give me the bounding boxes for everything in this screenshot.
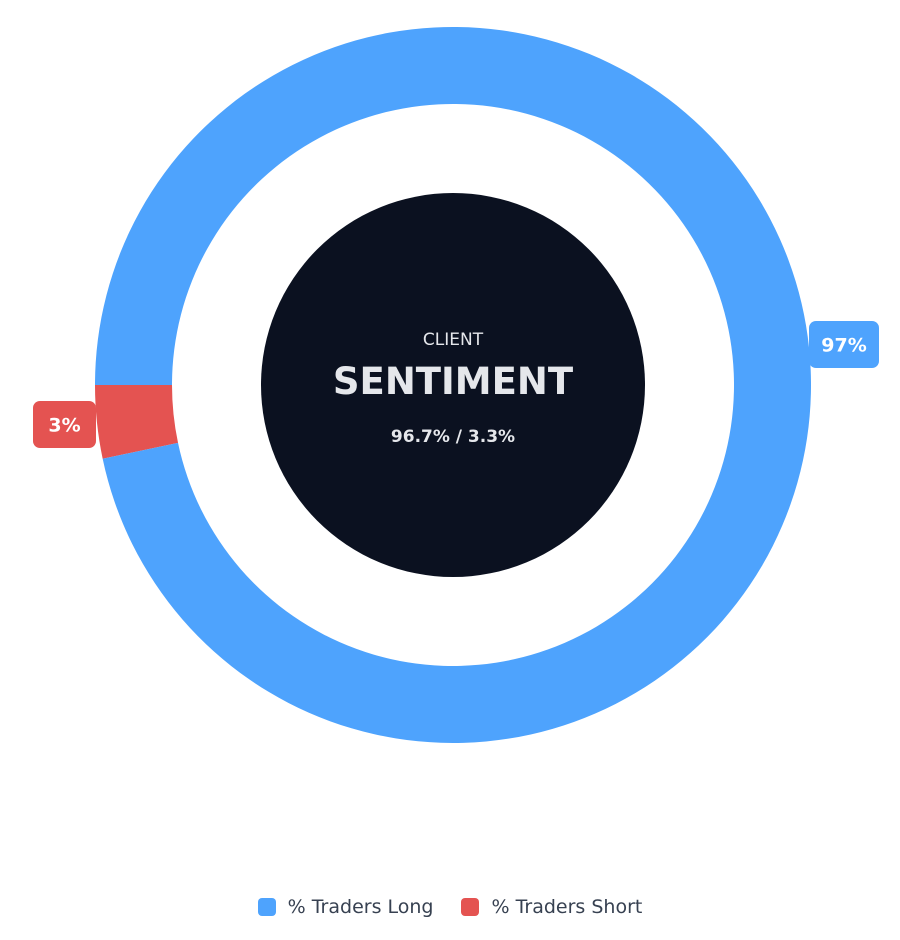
center-title: SENTIMENT [333,360,574,403]
center-detail: 96.7% / 3.3% [391,427,515,447]
legend-label-long: % Traders Long [287,896,434,918]
data-label-short-text: 3% [48,415,80,437]
legend-swatch-short [461,898,480,916]
center-disc [261,193,645,577]
data-labels: 97% 3% [33,321,879,448]
slice-traders-short[interactable] [95,385,179,459]
chart-legend: % Traders Long % Traders Short [0,896,900,918]
data-label-long-text: 97% [821,335,866,357]
data-label-short-box [33,401,96,448]
legend-item-traders-short[interactable]: % Traders Short [461,896,642,918]
legend-item-traders-long[interactable]: % Traders Long [257,896,434,918]
legend-swatch-long [257,898,276,916]
legend-label-short: % Traders Short [491,896,643,918]
data-label-long-box [809,321,879,368]
data-label-long: 97% [809,321,879,368]
center-subtitle: CLIENT [423,330,484,350]
data-label-short: 3% [33,401,96,448]
